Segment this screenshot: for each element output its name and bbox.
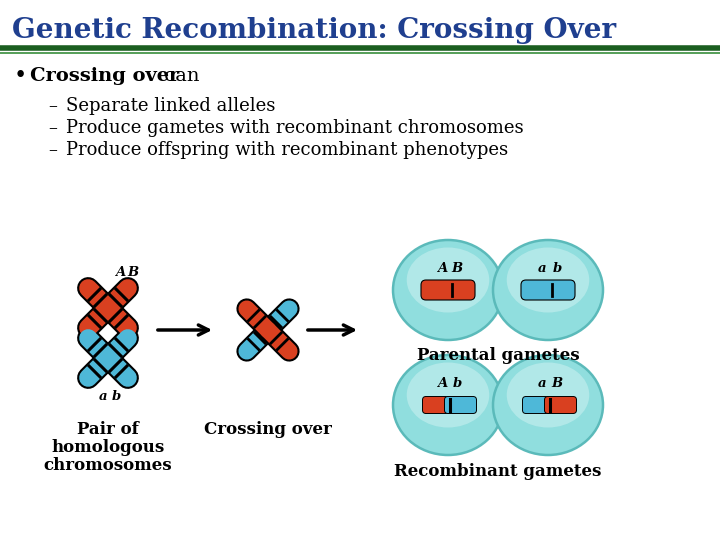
Text: B: B [127, 266, 139, 279]
Text: Produce gametes with recombinant chromosomes: Produce gametes with recombinant chromos… [66, 119, 523, 137]
Text: b: b [452, 377, 462, 390]
Text: Parental gametes: Parental gametes [417, 348, 580, 364]
Text: b: b [552, 262, 562, 275]
Text: –: – [48, 141, 57, 159]
Text: –: – [48, 119, 57, 137]
Text: Recombinant gametes: Recombinant gametes [395, 462, 602, 480]
Text: a: a [538, 377, 546, 390]
FancyBboxPatch shape [521, 280, 575, 300]
Text: –: – [48, 97, 57, 115]
Text: A: A [437, 262, 447, 275]
Text: B: B [552, 377, 562, 390]
Ellipse shape [407, 362, 490, 428]
Text: Genetic Recombination: Crossing Over: Genetic Recombination: Crossing Over [12, 17, 616, 44]
Ellipse shape [493, 355, 603, 455]
Ellipse shape [393, 240, 503, 340]
Text: can: can [158, 67, 199, 85]
Ellipse shape [507, 362, 589, 428]
FancyBboxPatch shape [544, 396, 577, 414]
Ellipse shape [493, 240, 603, 340]
Text: a: a [538, 262, 546, 275]
FancyBboxPatch shape [523, 396, 557, 414]
Ellipse shape [393, 355, 503, 455]
FancyBboxPatch shape [421, 280, 475, 300]
Text: B: B [451, 262, 463, 275]
Text: •: • [14, 65, 27, 87]
Text: Separate linked alleles: Separate linked alleles [66, 97, 275, 115]
Text: a: a [99, 389, 107, 402]
Text: A: A [437, 377, 447, 390]
Text: Pair of: Pair of [77, 422, 139, 438]
Text: chromosomes: chromosomes [44, 457, 172, 475]
Text: Crossing over: Crossing over [30, 67, 179, 85]
Ellipse shape [507, 247, 589, 313]
Ellipse shape [407, 247, 490, 313]
Text: A: A [115, 266, 125, 279]
FancyBboxPatch shape [423, 396, 456, 414]
Text: Produce offspring with recombinant phenotypes: Produce offspring with recombinant pheno… [66, 141, 508, 159]
Text: homologous: homologous [51, 440, 165, 456]
Text: b: b [112, 389, 121, 402]
Text: Crossing over: Crossing over [204, 422, 332, 438]
FancyBboxPatch shape [444, 396, 477, 414]
